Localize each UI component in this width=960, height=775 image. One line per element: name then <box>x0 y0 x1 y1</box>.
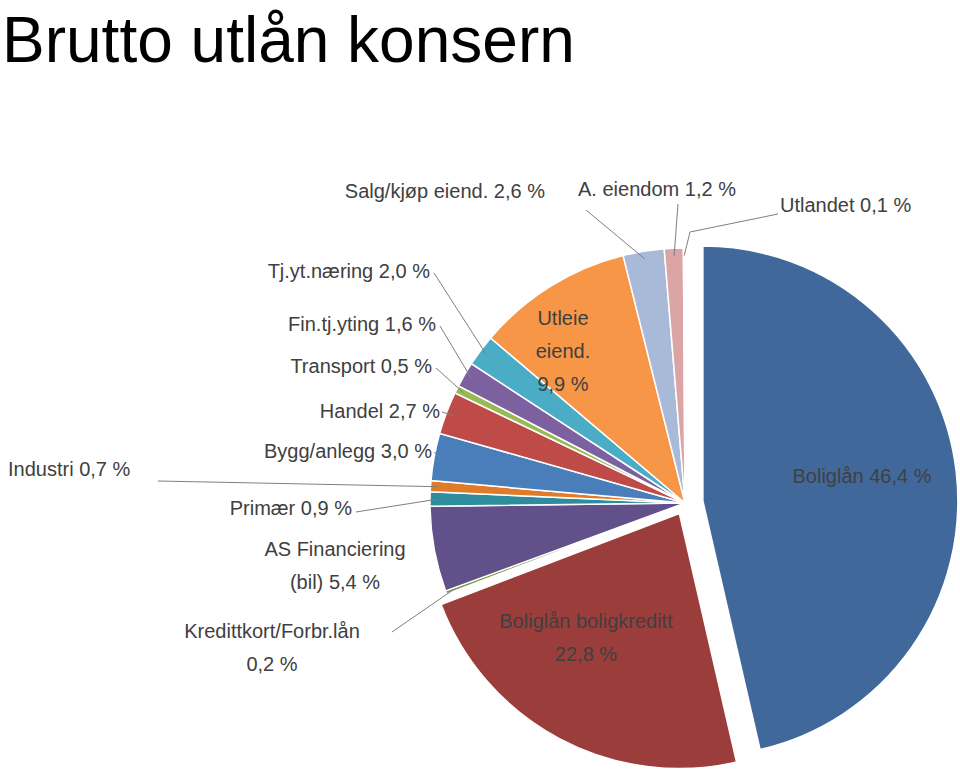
category-line: Boliglån boligkreditt <box>499 610 673 632</box>
slices <box>430 246 958 769</box>
value-label: 0,7 % <box>79 458 130 480</box>
category-line: eiend. <box>536 340 591 362</box>
leader-line <box>356 499 438 512</box>
category-line: Industri <box>8 458 74 480</box>
category-line: Kredittkort/Forbr.lån <box>184 620 360 642</box>
slice-label: Salg/kjøp eiend. 2,6 % <box>345 180 545 202</box>
pie-slice <box>430 503 685 591</box>
value-label: 9,9 % <box>537 373 588 395</box>
pie-slice <box>623 249 685 503</box>
leader-line <box>158 481 438 487</box>
value-label: 0,9 % <box>301 497 352 519</box>
category-label: Tj.yt.næring <box>268 260 374 282</box>
value-label: 2,6 % <box>494 180 545 202</box>
leader-lines <box>158 204 778 632</box>
category-label: Salg/kjøp eiend. <box>345 180 488 202</box>
category-label: Kredittkort/Forbr.lån <box>184 620 360 642</box>
category-line: Handel <box>320 400 383 422</box>
slice-label: Handel 2,7 % <box>320 400 440 422</box>
category-line: Tj.yt.næring <box>268 260 374 282</box>
leader-line <box>440 326 471 378</box>
value-label: 2,0 % <box>379 260 430 282</box>
category-line: Bygg/anlegg <box>264 440 375 462</box>
title: Brutto utlån konsern <box>2 4 575 76</box>
leader-line <box>442 412 454 416</box>
slice-label: Primær0,9 % <box>230 497 353 519</box>
category-line: AS Financiering <box>264 538 405 560</box>
pie-slice <box>683 248 685 503</box>
category-label: Utlandet <box>780 194 855 216</box>
slice-label: Fin.tj.yting 1,6 % <box>288 313 436 335</box>
value-label: 0,5 % <box>381 355 432 377</box>
value-label: 0,2 % <box>246 653 297 675</box>
leader-line <box>674 204 678 256</box>
category-label: AS Financiering (bil) <box>264 538 405 593</box>
slice-label: Boliglån boligkreditt 22,8 % <box>499 610 673 665</box>
leader-line <box>434 273 487 355</box>
category-line: (bil) <box>290 571 323 593</box>
category-label: Boliglån boligkreditt <box>499 610 673 632</box>
value-label: 1,2 % <box>685 178 736 200</box>
value-label: 1,6 % <box>385 313 436 335</box>
value-label: 2,7 % <box>389 400 440 422</box>
value-label: 22,8 % <box>555 643 617 665</box>
slice-label: A. eiendom 1,2 % <box>578 178 736 200</box>
chart-svg: Brutto utlån konsernBoliglån46,4 %Boligl… <box>0 0 960 775</box>
slice-label: Utleie eiend. 9,9 % <box>536 307 591 395</box>
category-label: Handel <box>320 400 383 422</box>
pie-slice <box>703 246 958 750</box>
category-line: Boliglån <box>792 465 863 487</box>
chart-container: Brutto utlån konsernBoliglån46,4 %Boligl… <box>0 0 960 775</box>
leader-line <box>434 452 442 458</box>
category-label: Bygg/anlegg <box>264 440 375 462</box>
leader-line <box>684 214 778 256</box>
slice-label: AS Financiering (bil) 5,4 % <box>264 538 405 593</box>
category-line: Primær <box>230 497 296 519</box>
category-label: Boliglån <box>792 465 863 487</box>
value-label: 5,4 % <box>329 571 380 593</box>
value-label: 0,1 % <box>860 194 911 216</box>
category-label: Primær <box>230 497 296 519</box>
category-line: Utlandet <box>780 194 855 216</box>
pie-slice <box>664 248 685 503</box>
value-label: 3,0 % <box>381 440 432 462</box>
data-labels: Boliglån 46,4 % Boliglån boligkreditt 22,8 … <box>8 178 932 675</box>
slice-label: Transport 0,5 % <box>290 355 432 377</box>
category-line: A. eiendom <box>578 178 679 200</box>
slice-label: Utlandet0,1 % <box>780 194 911 216</box>
leader-line <box>392 590 453 632</box>
slice-label: Boliglån 46,4 % <box>792 465 931 487</box>
category-label: Transport <box>290 355 375 377</box>
category-label: A. eiendom <box>578 178 679 200</box>
category-line: Transport <box>290 355 375 377</box>
category-label: Fin.tj.yting <box>288 313 379 335</box>
category-label: Industri <box>8 458 74 480</box>
leader-line <box>586 210 645 259</box>
category-line: Salg/kjøp eiend. <box>345 180 488 202</box>
slice-label: Kredittkort/Forbr.lån 0,2 % <box>184 620 360 675</box>
slice-label: Tj.yt.næring2,0 % <box>268 260 431 282</box>
slice-label: Industri0,7 % <box>8 458 131 480</box>
leader-line <box>436 368 464 393</box>
value-label: 46,4 % <box>869 465 931 487</box>
category-line: Utleie <box>537 307 588 329</box>
category-line: Fin.tj.yting <box>288 313 379 335</box>
category-label: Utleie eiend. <box>536 307 591 362</box>
slice-label: Bygg/anlegg 3,0 % <box>264 440 432 462</box>
